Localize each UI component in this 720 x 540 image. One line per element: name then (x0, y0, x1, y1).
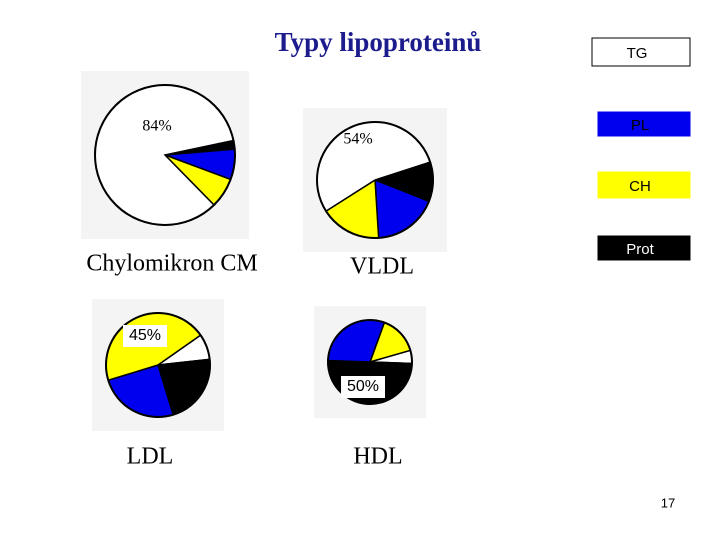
legend-swatch (597, 171, 691, 199)
value-label: 54% (343, 131, 372, 148)
pie-title: Chylomikron CM (86, 251, 257, 277)
legend-label: PL (631, 117, 649, 134)
pie-title: LDL (127, 444, 174, 470)
pie-outline (105, 312, 211, 418)
value-label: 84% (142, 118, 171, 135)
value-label: 50% (347, 378, 379, 395)
label-box (341, 376, 385, 398)
legend-swatch (591, 37, 691, 67)
legend-label: Prot (626, 241, 654, 258)
pie-outline (327, 319, 413, 405)
legend-swatch (597, 235, 691, 261)
pie-title: HDL (353, 444, 402, 470)
pie-outline (316, 121, 434, 239)
label-box (123, 325, 167, 347)
pie-title: VLDL (350, 254, 414, 280)
legend-label: CH (629, 178, 651, 195)
value-label: 45% (129, 327, 161, 344)
slide-title: Typy lipoproteinů (275, 27, 482, 57)
legend-swatch (597, 111, 691, 137)
pie-outline (94, 84, 236, 226)
page-number: 17 (661, 495, 675, 510)
legend-label: TG (627, 45, 648, 62)
